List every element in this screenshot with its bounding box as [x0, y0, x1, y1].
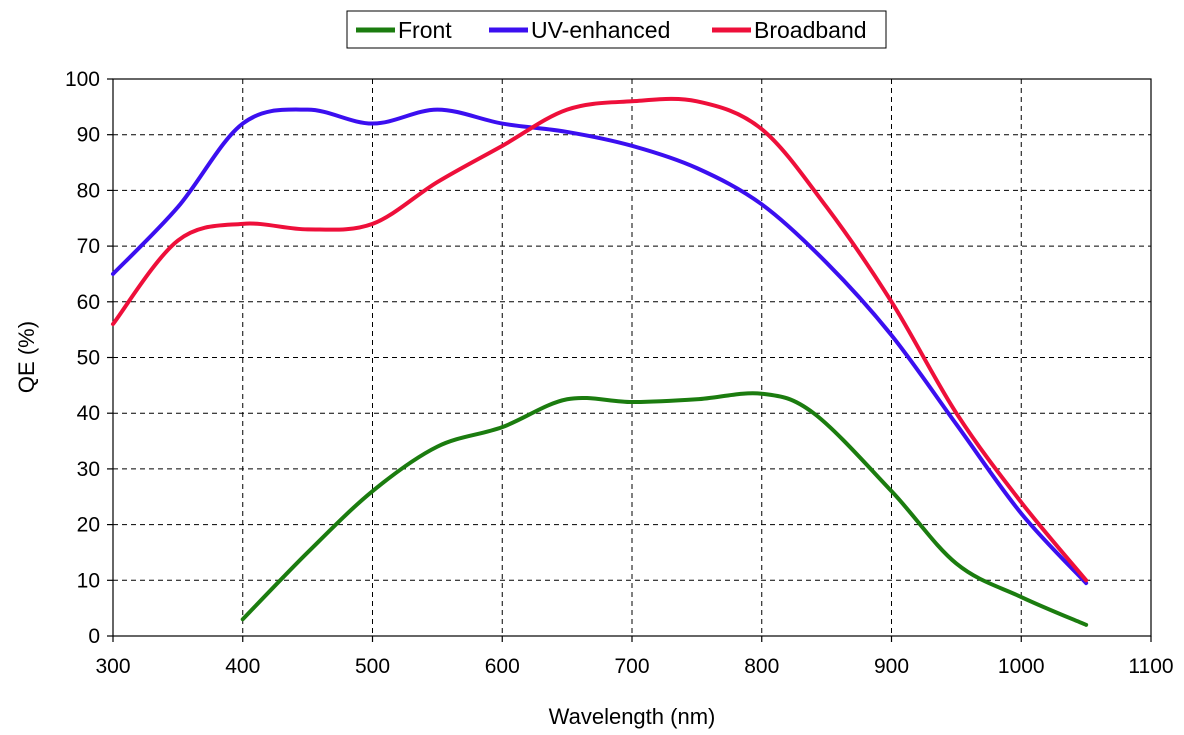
legend-label-uv-enhanced: UV-enhanced — [531, 17, 670, 43]
x-tick-label: 700 — [614, 655, 649, 678]
x-tick-label: 1000 — [998, 655, 1045, 678]
x-tick-label: 300 — [95, 655, 130, 678]
y-tick-label: 80 — [77, 179, 100, 202]
y-tick-label: 50 — [77, 347, 100, 370]
x-tick-label: 1100 — [1128, 655, 1173, 678]
x-tick-label: 400 — [225, 655, 260, 678]
legend-box — [346, 10, 887, 49]
series-lines — [111, 96, 1089, 627]
y-tick-label: 90 — [77, 124, 100, 147]
y-tick-label: 30 — [77, 458, 100, 481]
y-axis-label: QE (%) — [14, 321, 39, 393]
legend-label-front: Front — [398, 17, 452, 43]
legend-label-broadband: Broadband — [754, 17, 867, 43]
x-axis-label: Wavelength (nm) — [549, 704, 716, 729]
y-tick-label: 100 — [65, 68, 100, 91]
series-line-uv-enhanced — [111, 107, 1089, 586]
series-line-front — [240, 391, 1089, 627]
x-tick-label: 500 — [355, 655, 390, 678]
x-tick-label: 800 — [744, 655, 779, 678]
y-tick-label: 0 — [88, 625, 100, 648]
x-tick-labels: 300 400 500 600 700 800 900 1000 1100 — [95, 655, 1173, 678]
legend: Front UV-enhanced Broadband — [346, 10, 887, 49]
y-tick-label: 70 — [77, 235, 100, 258]
x-tick-label: 900 — [874, 655, 909, 678]
y-tick-label: 10 — [77, 569, 100, 592]
y-tick-labels: 0 10 20 30 40 50 60 70 80 90 100 — [65, 68, 100, 648]
y-tick-label: 60 — [77, 291, 100, 314]
y-tick-label: 20 — [77, 514, 100, 537]
y-tick-label: 40 — [77, 402, 100, 425]
axis-ticks — [107, 78, 1152, 642]
series-line-broadband — [111, 96, 1089, 583]
grid-lines — [113, 79, 1151, 636]
x-tick-label: 600 — [485, 655, 520, 678]
